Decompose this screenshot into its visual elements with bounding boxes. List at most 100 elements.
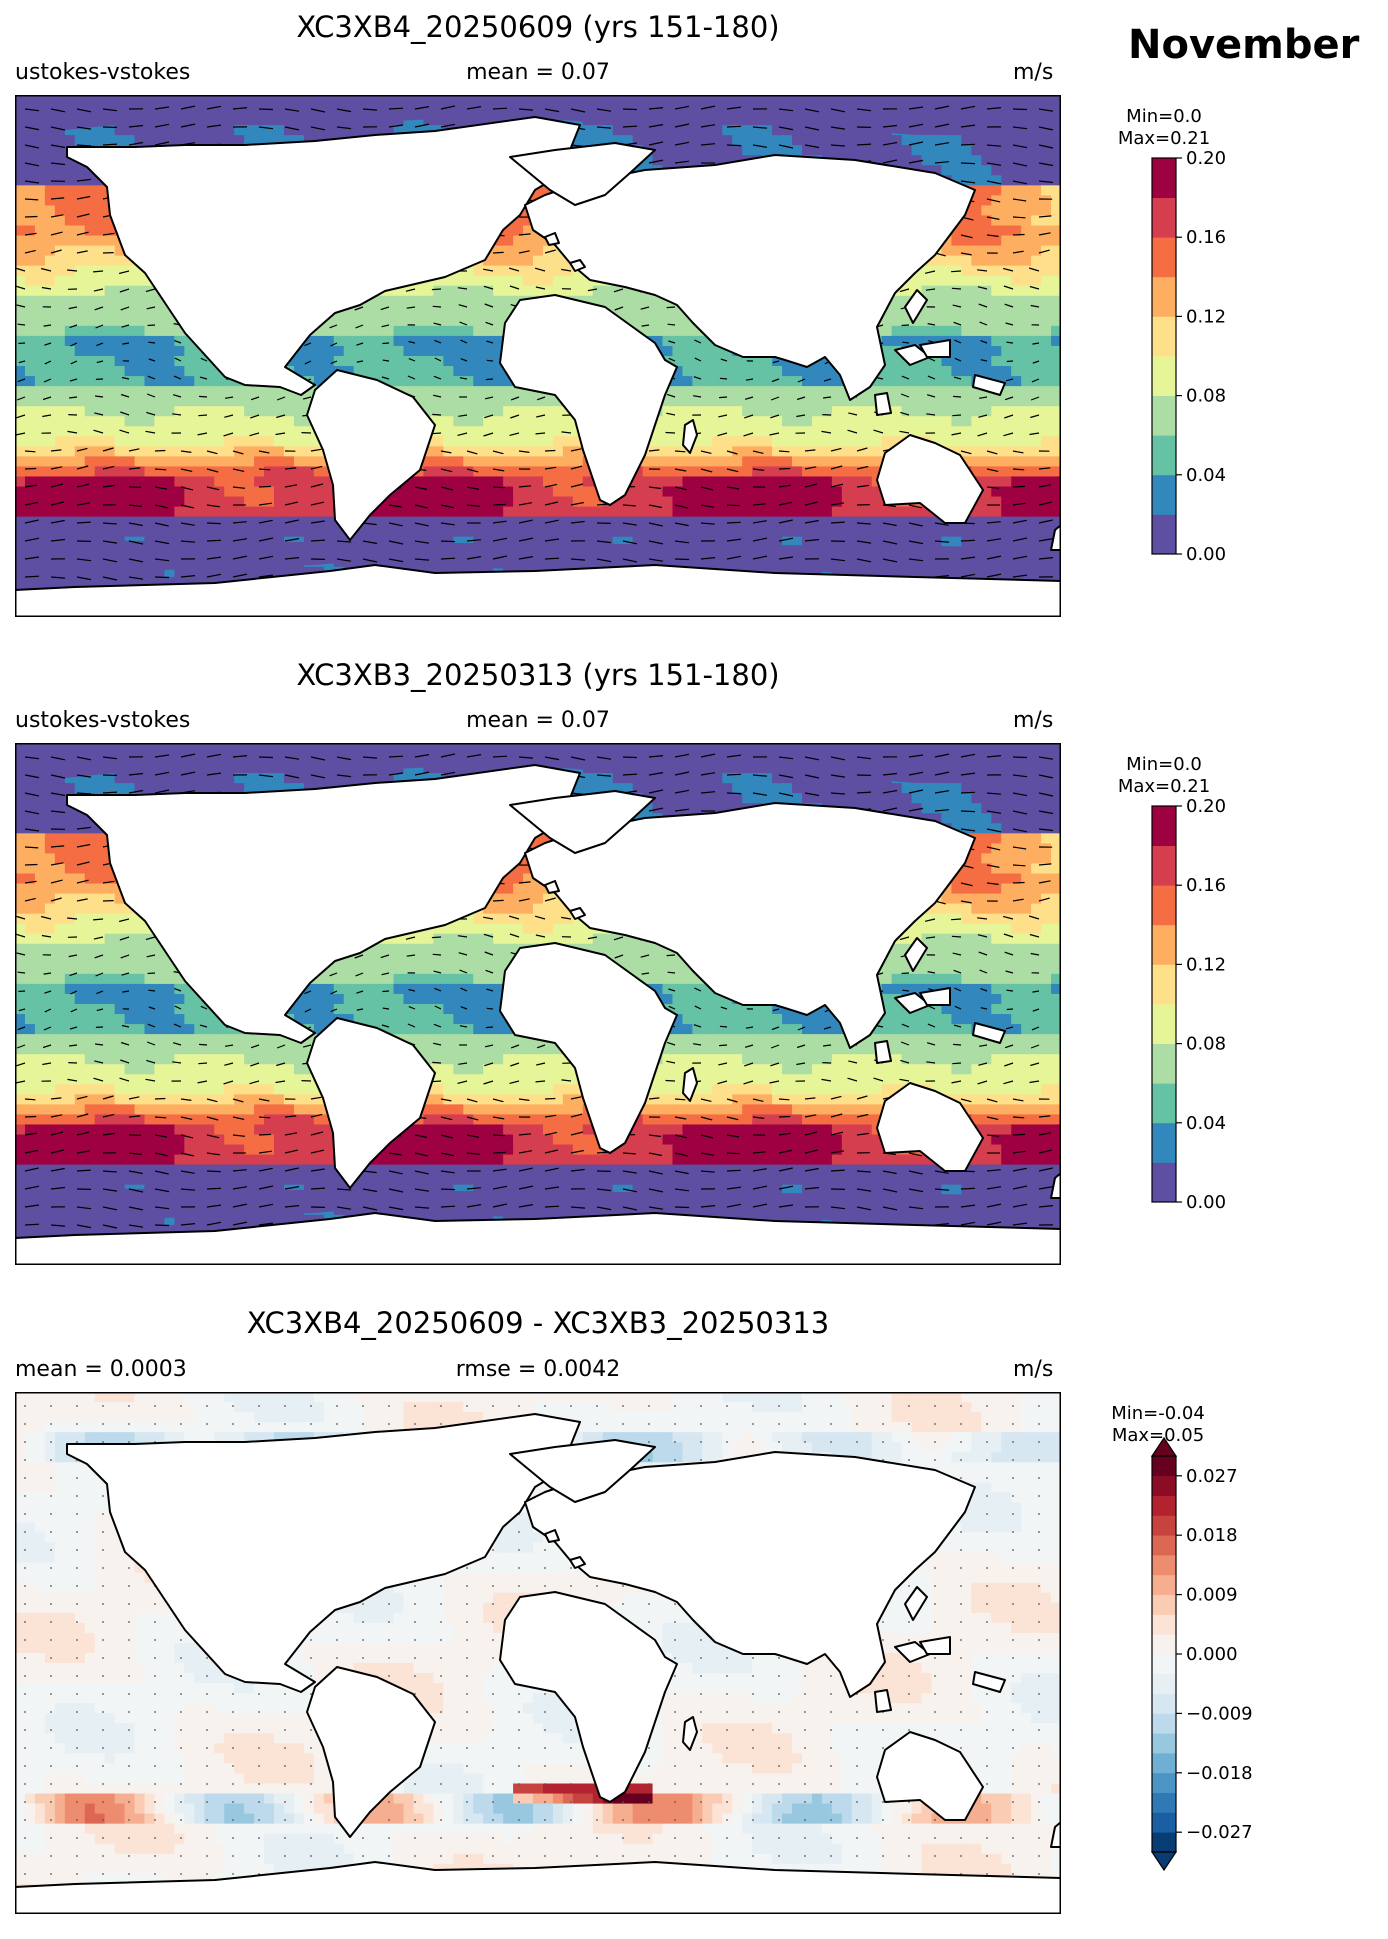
panel-3-max-text: Max=0.05 bbox=[1111, 1425, 1205, 1446]
panel-3-colorbar-segment bbox=[1152, 1475, 1176, 1496]
panel-3-colorbar-segment bbox=[1152, 1594, 1176, 1615]
panel-2-colorbar-segment bbox=[1152, 1162, 1176, 1203]
panel-1-colorbar-tick-label: 0.08 bbox=[1186, 386, 1226, 407]
panel-2-map-island bbox=[874, 1040, 892, 1064]
panel-1-map-africa bbox=[499, 294, 678, 506]
panel-3-colorbar: 0.027 0.018 0.009 0.000 −0.009 −0.018 −0.027 bbox=[1150, 1436, 1253, 1872]
panel-1-colorbar-tick-label: 0.04 bbox=[1186, 465, 1226, 486]
panel-2-colorbar-segment bbox=[1152, 1043, 1176, 1084]
panel-3-mean-label: mean = 0.0003 bbox=[15, 1357, 187, 1382]
panel-2-colorbar-segment bbox=[1152, 806, 1176, 846]
panel-3-map-island bbox=[1050, 1821, 1061, 1848]
panel-3-colorbar-segment bbox=[1152, 1772, 1176, 1793]
panel-3-map-africa bbox=[499, 1591, 678, 1803]
panel-1-colorbar-outline bbox=[1151, 157, 1177, 555]
panel-3-minmax: Min=-0.04 Max=0.05 bbox=[1098, 1403, 1218, 1447]
panel-3-map-eurasia bbox=[524, 1451, 976, 1698]
panel-3-colorbar-segment bbox=[1152, 1535, 1176, 1556]
panel-3-map-greenland bbox=[509, 1439, 656, 1503]
panel-3-map-island bbox=[972, 1671, 1006, 1693]
panel-3-colorbar-segment bbox=[1152, 1515, 1176, 1536]
panel-1-colorbar-segment bbox=[1152, 514, 1176, 555]
panel-3-map-island bbox=[904, 1586, 928, 1621]
panel-3-colorbar-segment bbox=[1152, 1654, 1176, 1675]
panel-2-colorbar-segment bbox=[1152, 885, 1176, 926]
panel-2-colorbar-tick-label: 0.12 bbox=[1186, 954, 1226, 975]
panel-3-rmse-label: rmse = 0.0042 bbox=[455, 1357, 621, 1382]
panel-2-map-greenland bbox=[509, 790, 656, 854]
panel-3-colorbar-tick-label: 0.009 bbox=[1186, 1585, 1238, 1606]
panel-1-colorbar-segment bbox=[1152, 237, 1176, 278]
panel-3-colorbar-segment bbox=[1152, 1673, 1176, 1694]
panel-3-min-text: Min=-0.04 bbox=[1111, 1403, 1205, 1424]
panel-2-colorbar-outline bbox=[1151, 805, 1177, 1203]
panel-2-variable-label: ustokes-vstokes bbox=[15, 708, 191, 733]
panel-2-map-island bbox=[904, 937, 928, 972]
panel-1-map-island bbox=[919, 339, 951, 358]
panel-1-min-text: Min=0.0 bbox=[1126, 106, 1202, 127]
panel-3-title: XC3XB4_20250609 - XC3XB3_20250313 bbox=[246, 1306, 830, 1340]
panel-3-colorbar-segment bbox=[1152, 1713, 1176, 1734]
panel-2-min-text: Min=0.0 bbox=[1126, 754, 1202, 775]
panel-3-colorbar-tick-label: −0.009 bbox=[1186, 1703, 1253, 1724]
panel-3-colorbar-segment bbox=[1152, 1733, 1176, 1754]
panel-3-colorbar-segment bbox=[1152, 1456, 1176, 1477]
panel-2-map-island bbox=[544, 880, 560, 894]
panel-2-mean-label: mean = 0.07 bbox=[466, 708, 610, 733]
panel-2-map-land bbox=[15, 764, 1061, 1265]
panel-1-colorbar-segment bbox=[1152, 158, 1176, 198]
panel-1-map-island bbox=[569, 259, 586, 272]
panel-3-colorbar-tick-label: 0.000 bbox=[1186, 1644, 1238, 1665]
panel-2-colorbar-tick-label: 0.04 bbox=[1186, 1113, 1226, 1134]
panel-1-colorbar: 0.00 0.04 0.08 0.12 0.16 0.20 bbox=[1151, 148, 1226, 565]
month-label: November bbox=[1128, 22, 1360, 68]
panel-2-map-antarctica bbox=[15, 1212, 1061, 1265]
panel-1-map-sea-ice bbox=[15, 95, 1061, 585]
panel-1-colorbar-tick-label: 0.00 bbox=[1186, 544, 1226, 565]
panel-1-map-australia bbox=[876, 434, 984, 524]
panel-3-units-label: m/s bbox=[1013, 1357, 1054, 1382]
panel-1-variable-label: ustokes-vstokes bbox=[15, 60, 191, 85]
panel-2-map-eurasia bbox=[524, 802, 976, 1049]
panel-2-map-island bbox=[1050, 1172, 1061, 1199]
panel-1-colorbar-segment bbox=[1152, 435, 1176, 476]
panel-3-map-north-america bbox=[66, 1413, 581, 1693]
panel-2-colorbar-segment bbox=[1152, 845, 1176, 886]
panel-2-colorbar-tick-label: 0.20 bbox=[1186, 796, 1226, 817]
panel-1-map-frame bbox=[15, 95, 1061, 617]
panel-1-colorbar-tick-label: 0.12 bbox=[1186, 306, 1226, 327]
panel-2-map-island bbox=[569, 907, 586, 920]
panel-3-map-australia bbox=[876, 1731, 984, 1821]
panel-1-map-island bbox=[904, 289, 928, 324]
panel-3-map-land bbox=[15, 1413, 1061, 1914]
panel-1-map-south-america bbox=[306, 369, 436, 541]
panel-2-colorbar-segment bbox=[1152, 1004, 1176, 1044]
panel-2-map-island bbox=[682, 1067, 698, 1102]
panel-2-units-label: m/s bbox=[1013, 708, 1054, 733]
panel-3-colorbar-segment bbox=[1152, 1614, 1176, 1635]
panel-2-minmax: Min=0.0 Max=0.21 bbox=[1104, 754, 1224, 798]
panel-1-map-eurasia bbox=[524, 154, 976, 401]
panel-2-map-australia bbox=[876, 1082, 984, 1172]
panel-1-max-text: Max=0.21 bbox=[1117, 128, 1211, 149]
panel-2-colorbar-segment bbox=[1152, 1122, 1176, 1163]
panel-3-colorbar-segment bbox=[1152, 1634, 1176, 1655]
panel-2-colorbar-segment bbox=[1152, 1083, 1176, 1124]
panel-1-units-label: m/s bbox=[1013, 60, 1054, 85]
panel-1-colorbar-segment bbox=[1152, 395, 1176, 436]
panel-3-map-island bbox=[919, 1636, 951, 1655]
panel-1-map-greenland bbox=[509, 142, 656, 206]
panel-2-map-island bbox=[919, 987, 951, 1006]
panel-3-colorbar-segment bbox=[1152, 1832, 1176, 1853]
panel-3-colorbar-extend-min bbox=[1150, 1851, 1178, 1872]
panel-3-colorbar-tick-label: 0.018 bbox=[1186, 1525, 1238, 1546]
panel-2-colorbar-segment bbox=[1152, 964, 1176, 1005]
panel-2-map-south-america bbox=[306, 1017, 436, 1189]
panel-1-colorbar-segment bbox=[1152, 356, 1176, 396]
panel-2-colorbar-tick-label: 0.08 bbox=[1186, 1034, 1226, 1055]
panel-2-title: XC3XB3_20250313 (yrs 151-180) bbox=[296, 658, 780, 692]
panel-3-colorbar-segment bbox=[1152, 1693, 1176, 1714]
panel-1-map-island bbox=[874, 392, 892, 416]
panel-3-map-antarctica bbox=[15, 1861, 1061, 1914]
panel-1-map-island bbox=[1050, 524, 1061, 551]
